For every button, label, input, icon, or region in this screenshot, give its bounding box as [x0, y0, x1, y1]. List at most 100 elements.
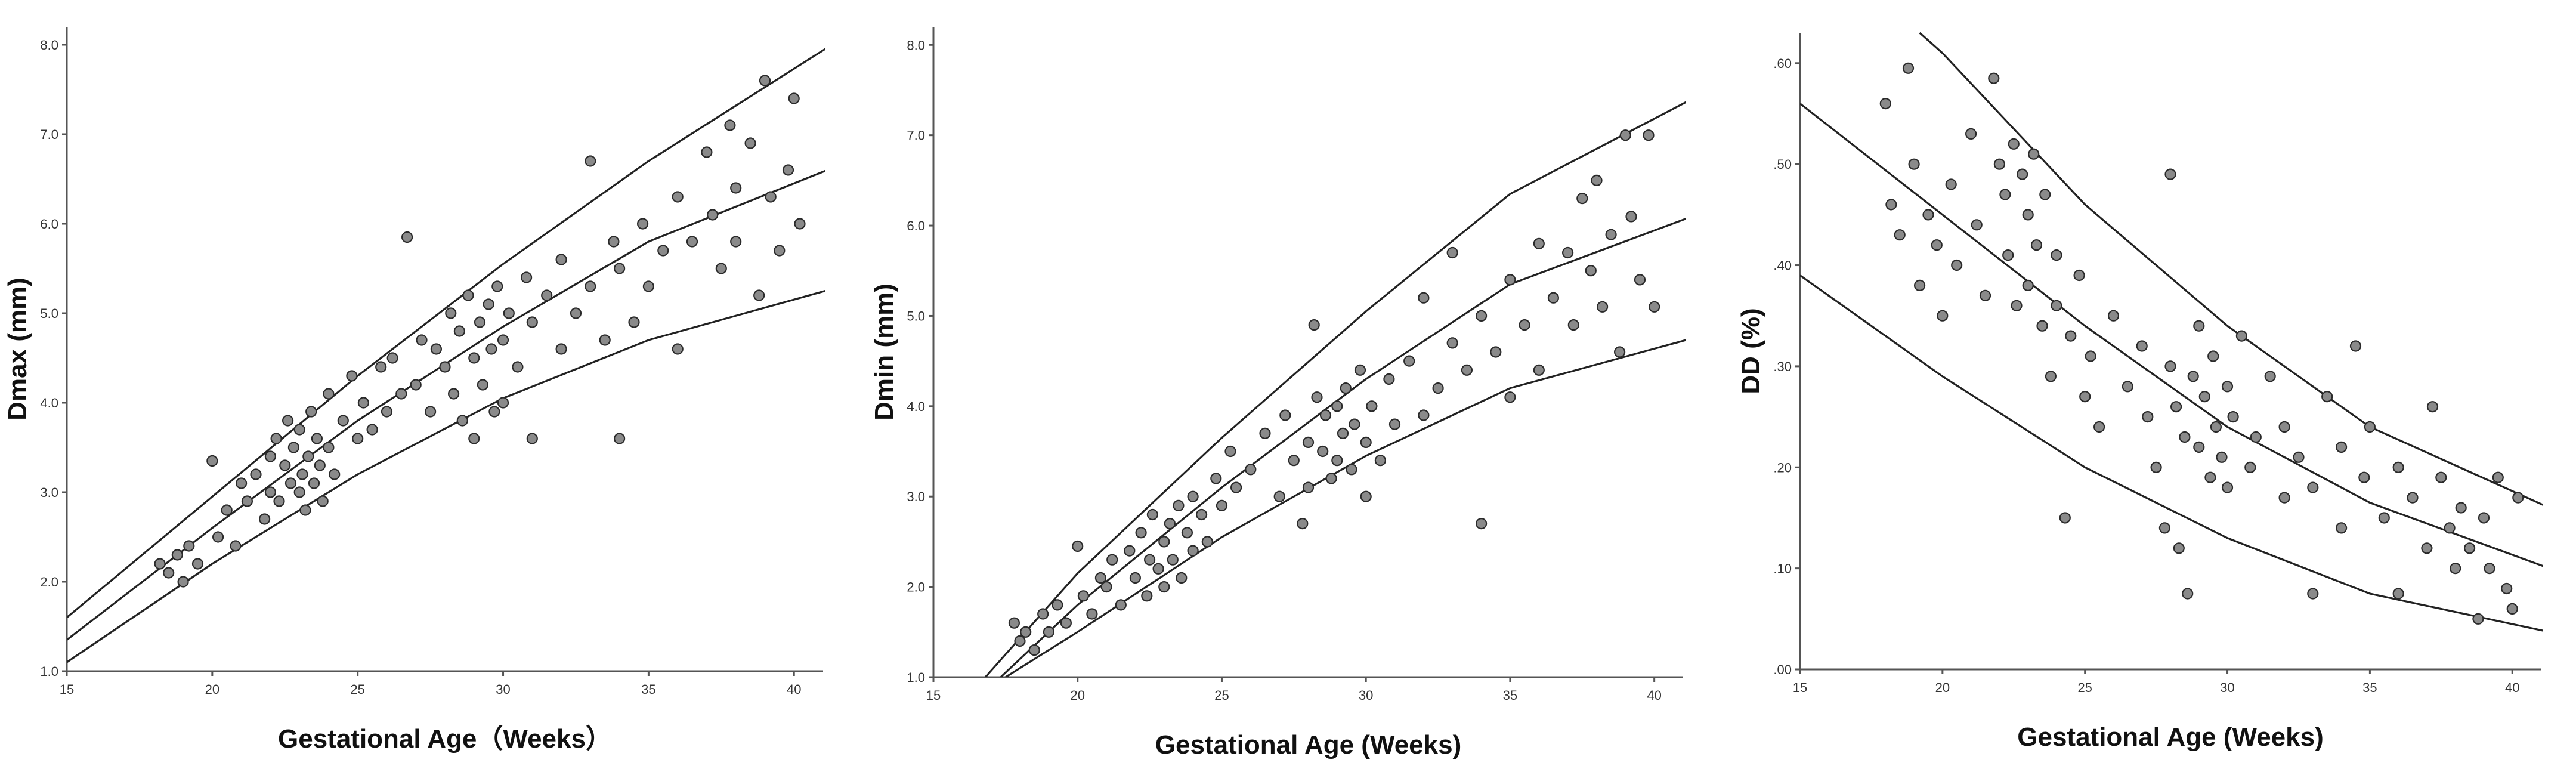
dd-data-point [2122, 381, 2133, 393]
dd-data-point [2059, 512, 2071, 524]
dmin-data-point [1319, 409, 1332, 421]
dd-data-point [2045, 371, 2057, 382]
dmin-data-point [1308, 319, 1320, 331]
dmax-fit-curve-1 [67, 47, 825, 619]
dd-data-point [1945, 178, 1957, 190]
dmax-data-point [483, 298, 494, 310]
dd-data-point [2444, 522, 2456, 534]
dmin-fit-curve-1 [984, 101, 1686, 677]
dmax-data-point [468, 433, 480, 444]
dd-data-point [2421, 542, 2433, 554]
dmax-data-point [456, 415, 468, 427]
dmax-y-tick-label: 1.0 [40, 664, 58, 679]
dd-data-point [2307, 588, 2319, 600]
dmax-data-point [282, 415, 294, 427]
dmax-y-tick-label: 7.0 [40, 127, 58, 142]
dmax-data-point [672, 191, 684, 203]
dmin-data-point [1331, 400, 1343, 412]
dmin-fit-curve-3 [1005, 339, 1686, 677]
dd-data-point [1914, 279, 1926, 291]
dd-data-point [2210, 421, 2222, 433]
dmax-data-point [236, 477, 248, 489]
dd-data-point [2030, 239, 2043, 251]
dmax-data-point [686, 236, 698, 248]
dd-data-point [2193, 441, 2205, 453]
dd-chart: 15 20 25 30 35 40 .00 .10 .20 .30 .40 .50 .60 Gestati… [1736, 32, 2543, 752]
dmin-data-point [1187, 545, 1199, 557]
dd-data-point [1993, 158, 2005, 170]
dd-data-point [2450, 562, 2461, 575]
dmax-data-point [416, 334, 428, 346]
dmax-data-point [410, 379, 422, 391]
dmin-data-point [1020, 626, 1032, 638]
dmin-data-point [1547, 292, 1559, 304]
dmax-data-point [488, 406, 500, 418]
dmin-data-point [1014, 635, 1026, 647]
dmin-data-point [1360, 436, 1372, 449]
dmin-data-point [1060, 617, 1072, 629]
dmax-data-point [585, 155, 596, 167]
dmax-data-point [279, 459, 291, 471]
dmin-data-point [1052, 599, 1063, 611]
dmin-data-point [1591, 174, 1603, 186]
dd-data-point [2221, 381, 2234, 393]
dd-data-point [2036, 320, 2048, 332]
dd-data-point [2039, 189, 2051, 200]
dmin-data-point [1181, 527, 1193, 539]
dmin-data-point [1216, 499, 1228, 512]
dd-data-point [2085, 350, 2096, 362]
dd-data-point [2002, 249, 2014, 261]
dd-data-point [2478, 512, 2490, 524]
dmax-fit-curve-2 [67, 169, 825, 641]
dmin-data-point [1337, 427, 1349, 439]
dmin-data-point [1279, 409, 1291, 421]
dd-data-point [2164, 168, 2176, 180]
dmin-data-point [1259, 427, 1271, 439]
dmax-data-point [337, 415, 349, 427]
dmin-chart: 15 20 25 30 35 40 1.0 2.0 3.0 4.0 5.0 6.0 7.0 8.0 Gest… [870, 27, 1686, 760]
dd-data-point [2187, 371, 2199, 382]
dmin-y-tick-label: 6.0 [907, 218, 925, 233]
dmax-data-point [230, 540, 242, 552]
dmax-data-point [154, 558, 166, 570]
dmax-data-point [381, 406, 393, 418]
dmax-data-point [474, 316, 486, 328]
dmax-data-point [317, 495, 329, 507]
dmin-data-point [1201, 536, 1213, 548]
dmax-x-tick-label: 25 [350, 682, 364, 697]
dmin-data-point [1619, 129, 1631, 141]
dmin-x-tick-label: 40 [1647, 688, 1661, 703]
dd-data-point [2017, 168, 2028, 180]
dmin-data-point [1349, 418, 1360, 430]
dd-data-point [1902, 62, 1915, 74]
dmin-data-point [1124, 545, 1136, 557]
dmin-data-point [1614, 346, 1626, 358]
dmin-data-point [1129, 572, 1142, 584]
dd-data-point [2264, 371, 2276, 382]
dmax-data-point [329, 468, 341, 480]
dmin-data-point [1634, 274, 1646, 286]
dmin-data-point [1374, 455, 1386, 467]
dmax-data-point [724, 119, 736, 131]
dmax-data-point [520, 271, 533, 283]
dmax-data-point [491, 280, 503, 292]
dmin-data-point [1302, 436, 1315, 449]
dmax-x-tick-label: 40 [787, 682, 801, 697]
dmin-y-tick-label: 8.0 [907, 38, 925, 53]
dmax-data-point [526, 316, 538, 328]
dmin-data-point [1115, 599, 1127, 611]
dmax-data-point [212, 531, 224, 543]
dmax-data-point [628, 316, 640, 328]
dmin-x-tick-label: 35 [1503, 688, 1517, 703]
dmax-data-point [672, 343, 684, 355]
dmin-data-point [1533, 364, 1545, 376]
dmin-data-point [1340, 382, 1352, 394]
dmin-y-tick-label: 2.0 [907, 580, 925, 595]
dmin-y-tick-label: 3.0 [907, 489, 925, 504]
dmax-data-point [346, 370, 358, 382]
dmax-data-point [314, 459, 326, 471]
dmin-data-point [1533, 237, 1545, 249]
dmax-y-tick-label: 6.0 [40, 217, 58, 231]
dmin-data-point [1360, 490, 1372, 502]
dmax-data-point [497, 334, 509, 346]
